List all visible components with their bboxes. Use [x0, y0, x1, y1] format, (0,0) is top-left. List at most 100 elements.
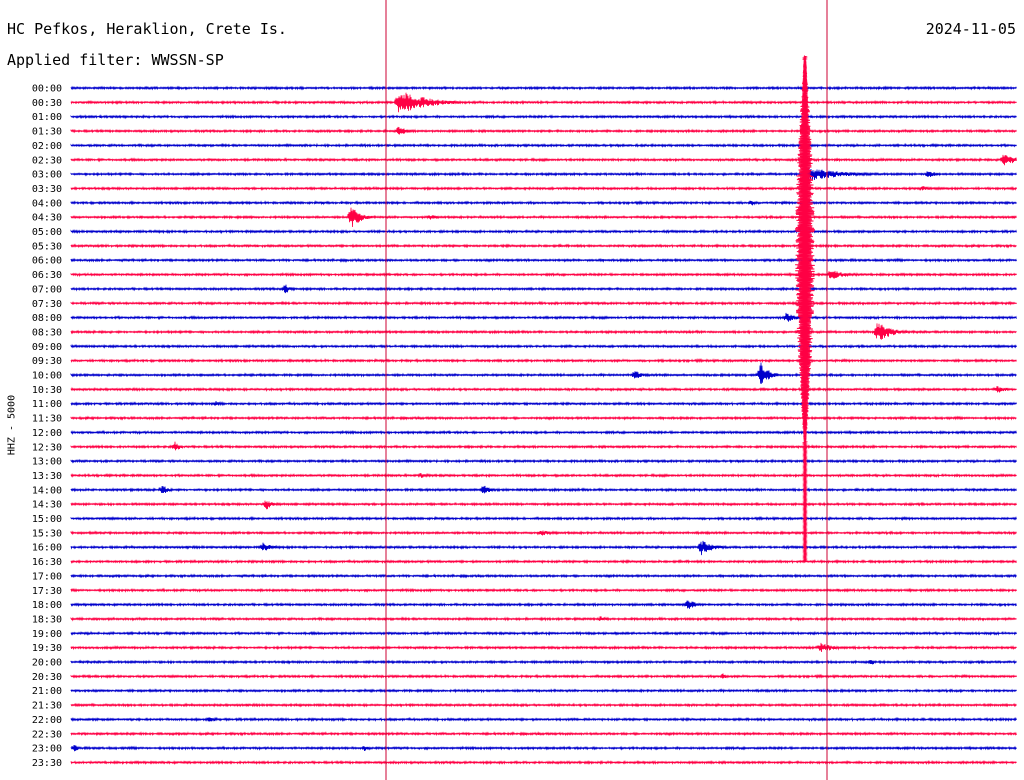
row-time-label: 10:30	[32, 385, 62, 396]
trace-row	[70, 207, 1017, 228]
row-time-label: 07:30	[32, 299, 62, 310]
trace-row	[70, 642, 1017, 653]
trace-row	[70, 759, 1017, 766]
row-time-label: 18:00	[32, 600, 62, 611]
trace-row	[70, 142, 1017, 149]
trace-row	[70, 731, 1017, 737]
trace-row	[70, 573, 1017, 579]
row-time-label: 11:30	[32, 414, 62, 425]
row-time-label: 00:00	[32, 84, 62, 95]
trace-row	[70, 687, 1017, 694]
row-time-label: 01:00	[32, 112, 62, 123]
row-time-label: 12:00	[32, 428, 62, 439]
row-time-label: 18:30	[32, 614, 62, 625]
row-time-label: 04:00	[32, 198, 62, 209]
row-time-label: 08:30	[32, 327, 62, 338]
row-time-label: 05:30	[32, 241, 62, 252]
row-time-label: 15:00	[32, 514, 62, 525]
row-time-label: 12:30	[32, 442, 62, 453]
trace-row	[70, 185, 1017, 192]
trace-row	[70, 515, 1017, 522]
row-time-label: 04:30	[32, 213, 62, 224]
trace-row	[70, 587, 1017, 593]
trace-row	[70, 415, 1017, 421]
row-time-label: 10:00	[32, 371, 62, 382]
trace-row	[70, 166, 1017, 182]
row-time-label: 17:30	[32, 586, 62, 597]
row-time-label: 16:30	[32, 557, 62, 568]
row-time-label: 15:30	[32, 528, 62, 539]
row-time-label: 13:00	[32, 457, 62, 468]
row-time-label: 16:00	[32, 543, 62, 554]
trace-row	[70, 540, 1017, 556]
trace-row	[70, 343, 1017, 349]
trace-row	[70, 441, 1017, 451]
trace-row	[70, 357, 1017, 364]
trace-row	[70, 228, 1017, 235]
row-time-label: 11:00	[32, 399, 62, 410]
row-time-label: 21:00	[32, 686, 62, 697]
row-time-label: 06:30	[32, 270, 62, 281]
row-time-label: 08:00	[32, 313, 62, 324]
station-title: HC Pefkos, Heraklion, Crete Is.	[7, 20, 287, 38]
row-time-label: 20:00	[32, 658, 62, 669]
trace-row	[70, 500, 1017, 510]
trace-row	[70, 558, 1017, 565]
trace-row	[70, 616, 1017, 622]
trace-row	[70, 702, 1017, 708]
row-time-label: 19:00	[32, 629, 62, 640]
row-time-label: 06:00	[32, 256, 62, 267]
trace-row	[70, 200, 1017, 206]
trace-row	[70, 400, 1017, 407]
trace-row	[70, 744, 1017, 752]
trace-row	[70, 113, 1017, 120]
trace-row	[70, 530, 1017, 536]
row-time-label: 03:30	[32, 184, 62, 195]
trace-row	[70, 716, 1017, 723]
row-time-label: 02:30	[32, 155, 62, 166]
trace-row	[70, 458, 1017, 464]
filter-label: Applied filter: WWSSN-SP	[7, 51, 224, 69]
trace-row	[70, 630, 1017, 637]
trace-group	[70, 55, 1017, 766]
row-time-label: 14:00	[32, 485, 62, 496]
row-time-label: 07:00	[32, 284, 62, 295]
trace-row	[70, 673, 1017, 679]
marker-group	[385, 0, 828, 780]
trace-row	[70, 92, 1017, 113]
row-time-label: 22:00	[32, 715, 62, 726]
trace-row	[70, 312, 1017, 322]
trace-row	[70, 429, 1017, 436]
row-time-label: 09:00	[32, 342, 62, 353]
row-time-label: 03:00	[32, 170, 62, 181]
row-time-label: 21:30	[32, 701, 62, 712]
row-time-label: 17:00	[32, 571, 62, 582]
time-label-group: 00:00 00:30 01:00 01:30 02:00 02:30 03:00 03:30…	[32, 84, 62, 769]
date-label: 2024-11-05	[925, 20, 1016, 38]
trace-row	[70, 323, 1017, 340]
trace-row	[70, 362, 1017, 384]
trace-row	[70, 485, 1017, 494]
row-time-label: 01:30	[32, 127, 62, 138]
trace-row	[70, 257, 1017, 263]
trace-row	[70, 154, 1017, 166]
row-time-label: 05:00	[32, 227, 62, 238]
trace-row	[70, 385, 1017, 393]
row-time-label: 23:00	[32, 744, 62, 755]
row-time-label: 02:00	[32, 141, 62, 152]
trace-row	[70, 659, 1017, 665]
trace-row	[70, 600, 1017, 609]
row-time-label: 00:30	[32, 98, 62, 109]
trace-row	[70, 270, 1017, 279]
row-time-label: 23:30	[32, 758, 62, 769]
trace-row	[70, 126, 1017, 135]
trace-row	[70, 284, 1017, 294]
row-time-label: 20:30	[32, 672, 62, 683]
trace-row	[70, 85, 1017, 91]
trace-row	[70, 243, 1017, 249]
row-time-label: 22:30	[32, 729, 62, 740]
trace-row	[70, 300, 1017, 306]
row-time-label: 09:30	[32, 356, 62, 367]
row-time-label: 14:30	[32, 500, 62, 511]
